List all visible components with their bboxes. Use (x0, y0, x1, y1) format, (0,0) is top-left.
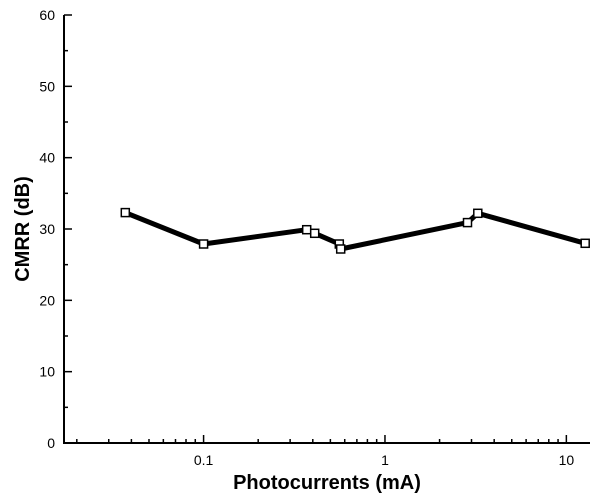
plot-area (121, 209, 589, 253)
data-point (464, 219, 472, 227)
x-tick-label: 10 (559, 452, 575, 468)
data-point (337, 245, 345, 253)
y-axis-ticks: 0 10 20 30 40 50 60 (39, 7, 72, 451)
y-tick-label: 10 (39, 364, 55, 380)
data-point (303, 226, 311, 234)
x-axis-title: Photocurrents (mA) (233, 472, 421, 494)
y-tick-label: 50 (39, 78, 55, 94)
y-tick-label: 30 (39, 221, 55, 237)
data-point (200, 240, 208, 248)
axis-lines (64, 15, 590, 443)
y-tick-label: 0 (47, 435, 55, 451)
data-point (474, 209, 482, 217)
x-tick-label: 1 (381, 452, 389, 468)
y-tick-label: 20 (39, 292, 55, 308)
x-tick-label: 0.1 (194, 452, 214, 468)
data-point (121, 209, 129, 217)
y-tick-label: 40 (39, 150, 55, 166)
series-line (125, 213, 585, 249)
axes (64, 15, 590, 443)
data-point (311, 229, 319, 237)
y-axis-title: CMRR (dB) (12, 176, 34, 282)
x-axis-ticks: 0.1 1 10 (77, 435, 575, 468)
data-point (581, 239, 589, 247)
y-tick-label: 60 (39, 7, 55, 23)
